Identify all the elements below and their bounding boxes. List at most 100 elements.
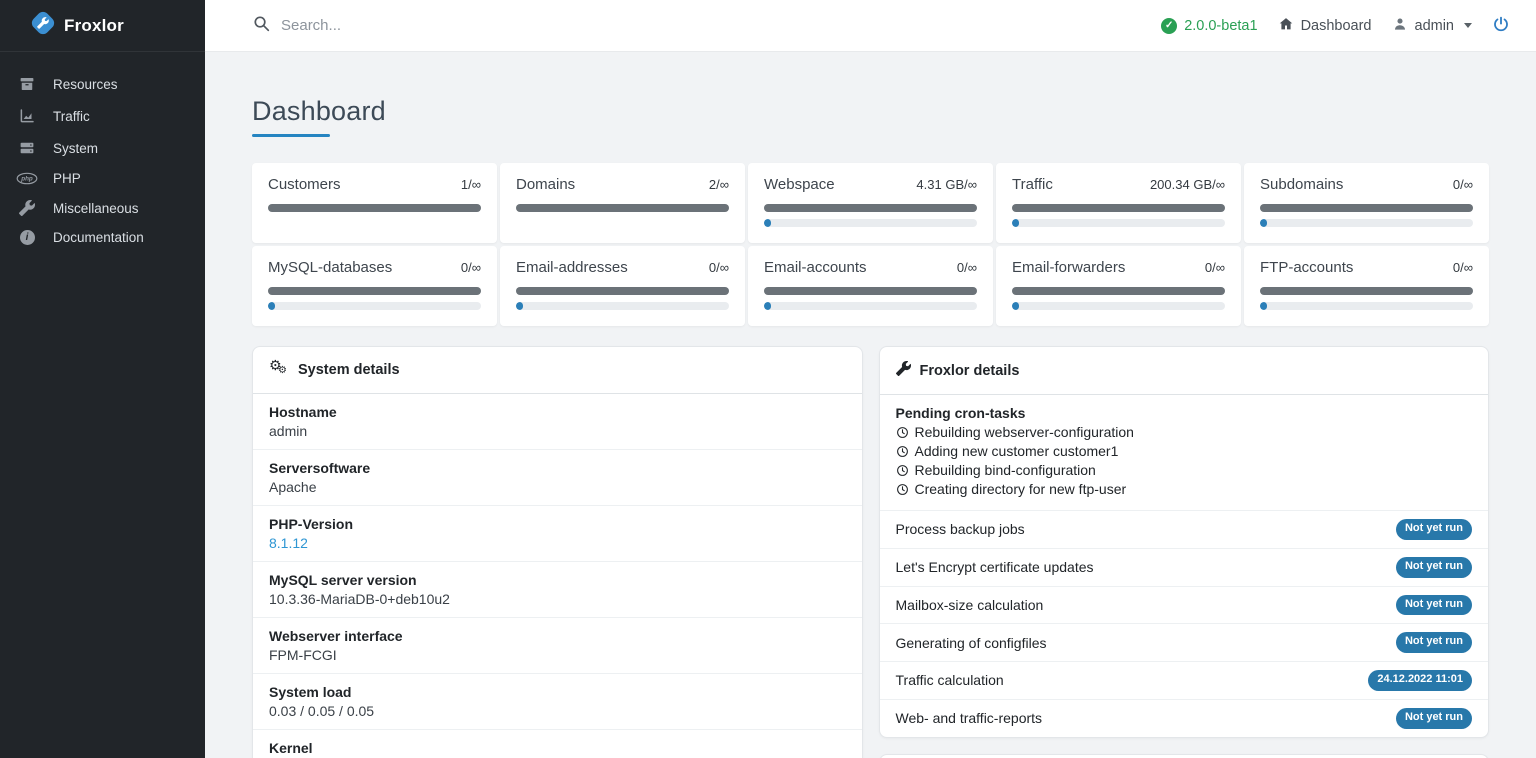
- page-title: Dashboard: [252, 96, 386, 126]
- stat-value: 0/∞: [956, 260, 977, 275]
- allocation-bar: [1260, 287, 1473, 295]
- title-underline: [252, 134, 330, 137]
- cron-job-row: Process backup jobs Not yet run: [879, 511, 1488, 549]
- topbar-dashboard-link[interactable]: Dashboard: [1278, 16, 1372, 36]
- stat-card-email-addresses: Email-addresses 0/∞: [500, 246, 745, 326]
- status-badge: Not yet run: [1395, 707, 1472, 729]
- usage-bar: [1012, 302, 1225, 310]
- user-icon: [1392, 16, 1408, 36]
- stat-label: Subdomains: [1260, 176, 1344, 193]
- user-name: admin: [1414, 17, 1455, 34]
- stats-grid: Customers 1/∞ Domains 2/∞ Webspace 4.31 GB/…: [252, 163, 1489, 326]
- stat-card-subdomains: Subdomains 0/∞: [1244, 163, 1489, 243]
- brand[interactable]: Froxlor: [0, 0, 205, 52]
- sidebar-item-php[interactable]: php PHP: [0, 164, 205, 193]
- topbar: ✓ 2.0.0-beta1 Dashboard admin: [205, 0, 1536, 52]
- sidebar-item-traffic[interactable]: Traffic: [0, 100, 205, 132]
- allocation-bar: [516, 204, 729, 212]
- usage-bar: [764, 219, 977, 227]
- stat-card-email-forwarders: Email-forwarders 0/∞: [996, 246, 1241, 326]
- system-row-system-load: System load 0.03 / 0.05 / 0.05: [253, 674, 862, 730]
- cron-task: Rebuilding webserver-configuration: [896, 423, 1473, 442]
- cron-job-row: Mailbox-size calculation Not yet run: [879, 587, 1488, 625]
- system-row-mysql-version: MySQL server version 10.3.36-MariaDB-0+d…: [253, 562, 862, 618]
- stat-value: 0/∞: [1452, 177, 1473, 192]
- system-row-hostname: Hostname admin: [253, 394, 862, 450]
- usage-bar: [764, 302, 977, 310]
- power-icon: [1492, 15, 1510, 37]
- sidebar-item-system[interactable]: System: [0, 132, 205, 164]
- sidebar-item-miscellaneous[interactable]: Miscellaneous: [0, 193, 205, 223]
- search-input[interactable]: [281, 17, 601, 34]
- allocation-bar: [1012, 287, 1225, 295]
- stat-value: 1/∞: [460, 177, 481, 192]
- info-circle-icon: i: [16, 230, 38, 245]
- clock-icon: [896, 465, 908, 476]
- stat-label: Traffic: [1012, 176, 1053, 193]
- stat-card-traffic: Traffic 200.34 GB/∞: [996, 163, 1241, 243]
- cron-job-row: Web- and traffic-reports Not yet run: [880, 700, 1489, 737]
- version-link[interactable]: ✓ 2.0.0-beta1: [1161, 17, 1258, 34]
- stat-label: Webspace: [764, 176, 835, 193]
- sidebar-item-label: Miscellaneous: [53, 200, 139, 216]
- check-circle-icon: ✓: [1161, 17, 1178, 34]
- usage-bar: [516, 302, 729, 310]
- php-icon: php: [16, 172, 38, 185]
- clock-icon: [896, 427, 908, 438]
- user-menu[interactable]: admin: [1392, 16, 1472, 36]
- stat-card-ftp-accounts: FTP-accounts 0/∞: [1244, 246, 1489, 326]
- logout-button[interactable]: [1492, 15, 1510, 37]
- sidebar: Froxlor Resources Traffic: [0, 0, 205, 758]
- archive-icon: [16, 75, 38, 93]
- stat-card-mysql-databases: MySQL-databases 0/∞: [252, 246, 497, 326]
- stat-value: 0/∞: [1204, 260, 1225, 275]
- allocation-bar: [764, 287, 977, 295]
- gears-icon: ⚙ ⚙: [269, 358, 287, 376]
- system-row-kernel: Kernel 4.19.0-22-amd64 (x86_64): [269, 740, 313, 756]
- stat-label: Email-forwarders: [1012, 259, 1126, 276]
- stat-value: 4.31 GB/∞: [916, 177, 977, 192]
- system-row-serversoftware: Serversoftware Apache: [253, 450, 862, 506]
- topbar-right: ✓ 2.0.0-beta1 Dashboard admin: [1161, 15, 1510, 37]
- sidebar-item-resources[interactable]: Resources: [0, 68, 205, 100]
- usage-bar: [1012, 219, 1225, 227]
- panel-title: System details: [298, 362, 400, 378]
- server-stack-icon: [16, 139, 38, 157]
- status-badge: Not yet run: [1395, 519, 1472, 540]
- php-version-link[interactable]: 8.1.12: [269, 535, 308, 551]
- system-details-panel: ⚙ ⚙ System details Hostname admin Servers…: [252, 346, 863, 758]
- wrench-icon: [895, 360, 911, 380]
- dashboard-panels: ⚙ ⚙ System details Hostname admin Servers…: [252, 346, 1489, 758]
- stat-card-customers: Customers 1/∞: [252, 163, 497, 243]
- brand-name: Froxlor: [64, 15, 124, 35]
- stat-label: MySQL-databases: [268, 259, 393, 276]
- pending-cron-tasks: Pending cron-tasks Rebuilding webserver-…: [879, 395, 1488, 511]
- wrench-icon: [16, 200, 38, 216]
- allocation-bar: [268, 287, 481, 295]
- newsfeed-panel: i Froxlor Newsfeed: [878, 753, 1489, 758]
- stat-card-email-accounts: Email-accounts 0/∞: [748, 246, 993, 326]
- stat-label: Domains: [516, 176, 576, 193]
- newsfeed-header: i Froxlor Newsfeed: [880, 755, 1489, 758]
- svg-text:php: php: [20, 176, 33, 183]
- stat-label: Customers: [268, 176, 341, 193]
- sidebar-nav: Resources Traffic System: [0, 68, 205, 252]
- cron-job-row: Let's Encrypt certificate updates Not ye…: [879, 549, 1488, 587]
- sidebar-item-documentation[interactable]: i Documentation: [0, 223, 205, 252]
- timestamp-badge: 24.12.2022 11:01: [1368, 670, 1472, 691]
- search-icon: [253, 15, 270, 37]
- sidebar-item-label: Documentation: [53, 230, 144, 245]
- stat-value: 2/∞: [708, 177, 729, 192]
- sidebar-item-label: Traffic: [53, 108, 90, 124]
- sidebar-item-label: Resources: [53, 76, 118, 92]
- chevron-down-icon: [1464, 23, 1472, 28]
- status-badge: Not yet run: [1395, 556, 1472, 578]
- froxlor-details-panel: Froxlor details Pending cron-tasks Rebui…: [878, 346, 1489, 738]
- usage-bar: [268, 302, 481, 310]
- system-row-webserver-interface: Webserver interface FPM-FCGI: [253, 618, 862, 674]
- allocation-bar: [516, 287, 729, 295]
- stat-value: 200.34 GB/∞: [1149, 177, 1225, 192]
- cron-task: Adding new customer customer1: [896, 442, 1473, 461]
- chart-area-icon: [16, 107, 38, 125]
- allocation-bar: [764, 204, 977, 212]
